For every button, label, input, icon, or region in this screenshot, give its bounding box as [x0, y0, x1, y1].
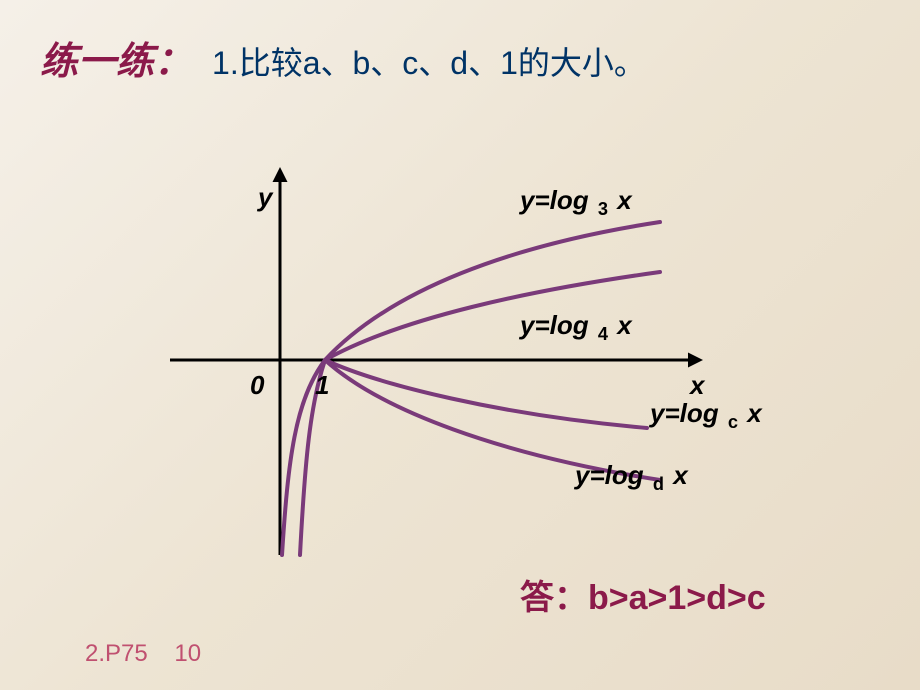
- slide-container: 练一练： 1.比较a、b、c、d、1的大小。 y x 0 1 y=log 3 x…: [0, 0, 920, 690]
- chart-svg: [170, 160, 730, 560]
- question-text: 1.比较a、b、c、d、1的大小。: [212, 38, 646, 84]
- curve-label-d: y=log d x: [575, 460, 688, 495]
- curve-label-a: y=log 3 x: [520, 185, 632, 220]
- y-axis-label: y: [258, 182, 272, 213]
- answer-prefix: 答：: [520, 579, 588, 617]
- footer-ref: 2.P75: [85, 640, 148, 667]
- answer-text: 答：b>a>1>d>c: [520, 570, 766, 619]
- answer-value: b>a>1>d>c: [588, 579, 766, 617]
- slide-title: 练一练：: [40, 30, 192, 85]
- title-row: 练一练： 1.比较a、b、c、d、1的大小。: [40, 30, 880, 85]
- origin-label: 0: [250, 370, 264, 401]
- curve-label-b: y=log 4 x: [520, 310, 632, 345]
- x-axis-label: x: [690, 370, 704, 401]
- footer-num: 10: [174, 640, 201, 667]
- one-label: 1: [315, 370, 329, 401]
- footer-text: 2.P75 10: [85, 640, 201, 668]
- log-chart: y x 0 1 y=log 3 x y=log 4 x y=log c x y=…: [170, 160, 730, 560]
- curve-label-c: y=log c x: [650, 398, 762, 433]
